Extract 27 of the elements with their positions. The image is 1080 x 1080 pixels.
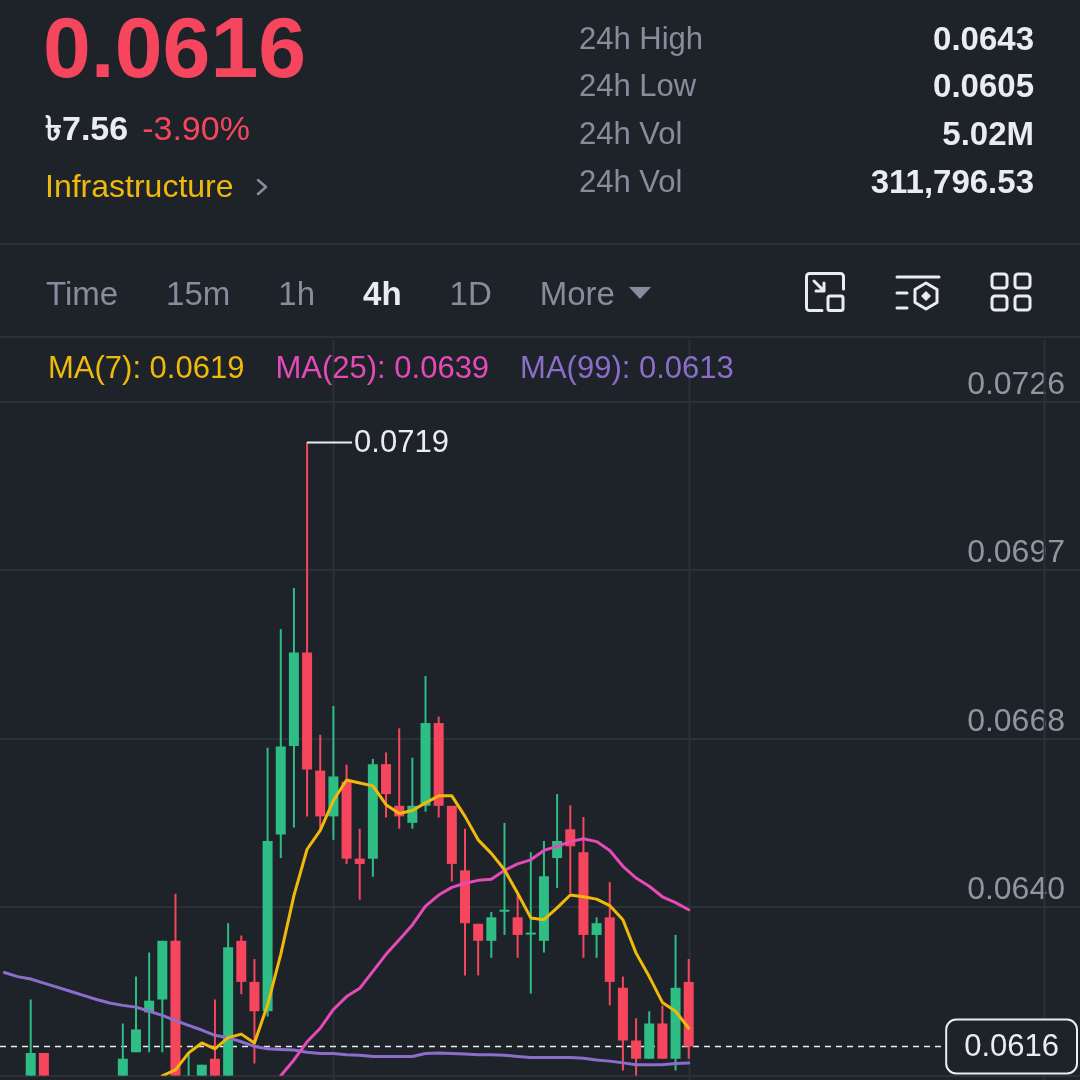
text: 24h Vol xyxy=(579,115,683,151)
text: 0.0605 xyxy=(933,67,1034,105)
text: 24h Low xyxy=(579,68,697,104)
text: 5.02M xyxy=(942,114,1034,152)
text: More xyxy=(539,274,615,312)
text: 4h xyxy=(363,274,402,312)
text: ৳7.56 xyxy=(45,109,129,147)
text: 0.0643 xyxy=(933,19,1034,57)
y-tick-label: 0.0726 xyxy=(967,364,1065,401)
text: 15m xyxy=(166,274,231,312)
text: Infrastructure xyxy=(45,168,234,204)
text: -3.90% xyxy=(142,109,250,147)
text: 24h High xyxy=(579,20,704,56)
text: 311,796.53 xyxy=(870,162,1034,200)
text: 1h xyxy=(278,274,316,312)
text: 1D xyxy=(449,274,492,312)
text: MA(25): 0.0639 xyxy=(275,349,490,385)
y-tick-label: 0.0697 xyxy=(967,533,1065,570)
text: 24h Vol xyxy=(579,163,683,199)
text: 0.0616 xyxy=(43,0,307,95)
text: MA(99): 0.0613 xyxy=(520,349,734,385)
text: MA(7): 0.0619 xyxy=(48,349,245,385)
y-tick-label: 0.0668 xyxy=(967,701,1065,738)
text: Time xyxy=(46,274,119,312)
ref-line-label: 0.0616 xyxy=(964,1028,1060,1064)
y-tick-label: 0.0640 xyxy=(967,870,1065,907)
annotation: 0.0719 xyxy=(354,424,449,460)
